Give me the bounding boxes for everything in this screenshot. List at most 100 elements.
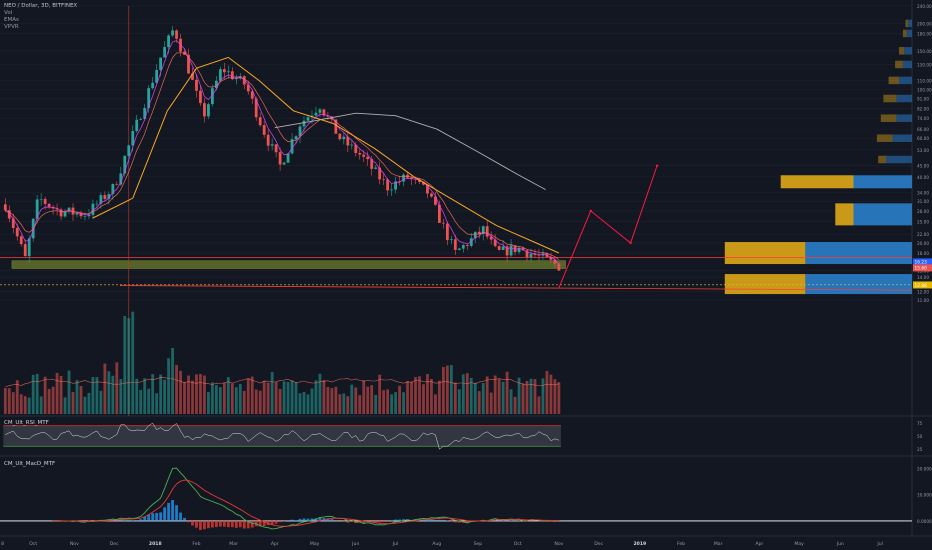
- volume-bar: [434, 394, 437, 414]
- candle: [553, 257, 557, 268]
- candle-body: [366, 156, 370, 160]
- volume-bar: [214, 385, 218, 414]
- candle-body: [485, 226, 489, 237]
- indicator-vol[interactable]: Vol: [4, 10, 13, 16]
- candle-body: [422, 181, 425, 185]
- volume-bar: [366, 386, 370, 414]
- vpvr-row: [876, 134, 912, 142]
- indicator-vpvr[interactable]: VPVR: [4, 24, 19, 30]
- candle: [350, 140, 354, 150]
- candle: [19, 234, 23, 247]
- candle: [445, 221, 449, 245]
- candle-body: [226, 71, 230, 73]
- macd-histogram-bar: [394, 519, 397, 521]
- vpvr-bar-down: [878, 155, 886, 164]
- volume-bar: [242, 390, 246, 414]
- candle-body: [294, 136, 298, 140]
- volume-bar: [473, 382, 477, 414]
- candle-body: [402, 174, 405, 182]
- volume-bar: [553, 379, 557, 414]
- volume-bar: [426, 374, 429, 414]
- macd-histogram-bar: [306, 518, 310, 521]
- candle-body: [386, 179, 390, 191]
- volume-bar: [501, 381, 505, 414]
- candle: [378, 161, 382, 185]
- macd-histogram-bar: [159, 512, 163, 521]
- volume-bar: [222, 382, 226, 414]
- macd-histogram-bar: [191, 520, 194, 526]
- volume-bar: [410, 381, 413, 414]
- macd-histogram-bar: [374, 520, 378, 523]
- candle: [549, 252, 553, 263]
- candle: [163, 41, 167, 58]
- price-label: 16.23: [915, 260, 928, 266]
- candle: [234, 74, 238, 85]
- candle: [15, 223, 19, 241]
- macd-histogram-bar: [262, 520, 266, 527]
- macd-signal-line: [53, 479, 559, 527]
- candle: [489, 231, 493, 245]
- volume-bar: [131, 311, 135, 414]
- candle-body: [501, 246, 505, 250]
- candle-body: [354, 144, 358, 154]
- candle-body: [553, 259, 557, 264]
- projection-point: [589, 209, 592, 213]
- macd-tick-label: 20.0000: [917, 466, 932, 471]
- volume-bar: [203, 375, 206, 414]
- price-tick-label: 40.00: [917, 175, 929, 180]
- volume-bar: [354, 387, 358, 414]
- candle-body: [525, 250, 529, 258]
- vpvr-bar-up: [853, 203, 912, 226]
- rsi-pane-label[interactable]: CM_Ult_RSI_MTF: [4, 420, 49, 426]
- candle: [35, 194, 39, 224]
- candle: [485, 220, 489, 240]
- vpvr-row: [905, 19, 912, 28]
- candle-body: [11, 218, 15, 228]
- candle: [250, 88, 254, 104]
- volume-bar: [47, 388, 51, 414]
- macd-histogram-bar: [346, 520, 350, 523]
- macd-histogram-bar: [195, 520, 198, 528]
- macd-histogram-bar: [246, 520, 250, 529]
- indicator-emas[interactable]: EMAs: [4, 17, 19, 23]
- candle-body: [529, 253, 533, 258]
- candle-body: [449, 239, 453, 241]
- price-tick-label: 66.00: [917, 127, 929, 132]
- volume-bar: [394, 392, 397, 414]
- candle-body: [342, 136, 346, 140]
- price-tick-label: 240.00: [917, 4, 932, 9]
- vpvr-bar-down: [835, 203, 854, 226]
- volume-bar: [342, 393, 346, 414]
- macd-histogram-bar: [143, 516, 147, 521]
- candle-body: [151, 82, 155, 89]
- price-tick-label: 14.00: [917, 275, 929, 280]
- volume-bar: [286, 382, 290, 414]
- macd-histogram-bar: [274, 520, 278, 524]
- candle-body: [453, 239, 457, 250]
- volume-bar: [461, 374, 465, 414]
- volume-bar: [127, 318, 131, 414]
- macd-histogram-bar: [230, 520, 234, 528]
- candle-body: [262, 125, 266, 135]
- macd-histogram-bar: [298, 518, 302, 521]
- candle: [390, 183, 394, 196]
- candle-body: [418, 179, 421, 182]
- volume-bar: [39, 396, 43, 414]
- volume-bar: [438, 380, 441, 414]
- macd-histogram-bar: [270, 520, 274, 526]
- macd-histogram-bar: [294, 520, 298, 521]
- candle-body: [477, 231, 481, 235]
- volume-bar: [481, 383, 485, 414]
- candle-body: [135, 119, 139, 132]
- x-axis-tick-label: Jul: [392, 541, 399, 547]
- macd-pane-label[interactable]: CM_Ult_MacD_MTF: [4, 461, 56, 467]
- x-axis-tick-label: Feb: [677, 541, 685, 547]
- volume-bar: [167, 358, 170, 414]
- macd-histogram-bar: [135, 520, 139, 521]
- candle-body: [334, 119, 338, 134]
- volume-bar: [338, 394, 342, 414]
- volume-bar: [457, 389, 461, 414]
- candle-body: [171, 30, 174, 36]
- candle: [318, 108, 322, 117]
